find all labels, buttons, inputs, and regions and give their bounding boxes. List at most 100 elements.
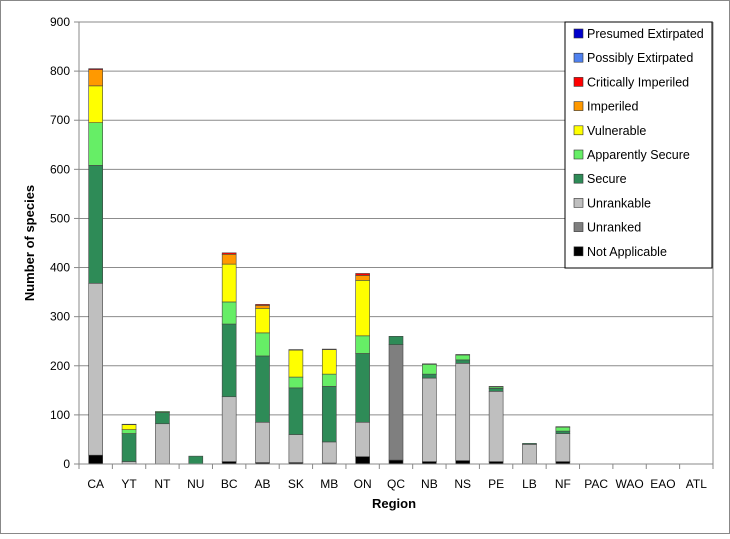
legend-entry: Not Applicable <box>587 245 667 259</box>
bar-segment <box>522 444 536 464</box>
legend-entry: Vulnerable <box>587 124 646 138</box>
x-tick-label: NU <box>187 477 204 491</box>
bar-segment <box>189 456 203 464</box>
y-axis-label: Number of species <box>22 185 37 301</box>
x-tick-label: YT <box>121 477 137 491</box>
x-tick-label: WAO <box>615 477 643 491</box>
legend-swatch <box>574 29 583 38</box>
legend-entry: Possibly Extirpated <box>587 51 693 65</box>
legend-swatch <box>574 174 583 183</box>
y-tick-label: 700 <box>50 113 70 127</box>
bar-segment <box>155 424 169 464</box>
bar-segment <box>422 364 436 374</box>
bar-segment <box>89 70 103 86</box>
bar-segment <box>89 86 103 123</box>
y-tick-label: 900 <box>50 15 70 29</box>
bar-segment <box>489 388 503 391</box>
legend-swatch <box>574 126 583 135</box>
x-tick-label: NB <box>421 477 438 491</box>
bar-segment <box>322 350 336 375</box>
legend-swatch <box>574 77 583 86</box>
x-tick-label: PAC <box>584 477 608 491</box>
bar-segment <box>222 253 236 254</box>
bar-segment <box>289 377 303 388</box>
legend-entry: Presumed Extirpated <box>587 27 704 41</box>
y-tick-label: 200 <box>50 359 70 373</box>
bar-segment <box>556 431 570 433</box>
x-tick-label: AB <box>255 477 271 491</box>
y-tick-label: 600 <box>50 162 70 176</box>
y-tick-label: 500 <box>50 211 70 225</box>
bar-segment <box>122 434 136 462</box>
bar-segment <box>356 457 370 464</box>
x-tick-label: NT <box>154 477 171 491</box>
bar-segment <box>122 425 136 430</box>
x-tick-label: QC <box>387 477 405 491</box>
bar-segment <box>456 360 470 363</box>
legend-swatch <box>574 53 583 62</box>
bar-segment <box>222 302 236 324</box>
bar-segment <box>556 427 570 431</box>
x-tick-label: PE <box>488 477 504 491</box>
bar-segment <box>322 374 336 386</box>
bar-segment <box>256 304 270 305</box>
bar-segment <box>322 442 336 463</box>
bar-segment <box>89 123 103 166</box>
bar-segment <box>155 411 169 412</box>
legend-swatch <box>574 102 583 111</box>
x-axis-label: Region <box>372 496 416 511</box>
bar-segment <box>222 397 236 462</box>
bar-segment <box>222 254 236 264</box>
bar-segment <box>256 422 270 462</box>
y-tick-label: 300 <box>50 310 70 324</box>
legend-entry: Critically Imperiled <box>587 75 689 89</box>
bar-segment <box>489 391 503 461</box>
x-tick-label: EAO <box>650 477 675 491</box>
bar-segment <box>222 324 236 397</box>
bar-segment <box>256 308 270 333</box>
x-tick-label: NS <box>454 477 471 491</box>
x-tick-label: MB <box>320 477 338 491</box>
bar-segment <box>356 275 370 280</box>
legend-entry: Imperiled <box>587 100 638 114</box>
bar-segment <box>389 460 403 464</box>
bar-segment <box>356 336 370 354</box>
x-tick-label: BC <box>221 477 238 491</box>
legend-entry: Secure <box>587 172 627 186</box>
bar-segment <box>422 378 436 461</box>
bar-segment <box>256 333 270 356</box>
bar-segment <box>289 350 303 377</box>
legend-entry: Apparently Secure <box>587 148 690 162</box>
bar-segment <box>89 69 103 70</box>
bar-segment <box>356 280 370 335</box>
x-tick-label: LB <box>522 477 537 491</box>
bar-segment <box>222 264 236 302</box>
bar-segment <box>356 354 370 423</box>
legend-entry: Unranked <box>587 221 641 235</box>
legend: Presumed Extirpated Possibly Extirpated Cr… <box>565 22 712 268</box>
bar-segment <box>89 455 103 464</box>
bar-segment <box>89 165 103 283</box>
legend-swatch <box>574 247 583 256</box>
legend-swatch <box>574 223 583 232</box>
bar-segment <box>322 386 336 441</box>
bar-segment <box>389 336 403 344</box>
y-tick-label: 100 <box>50 408 70 422</box>
bar-segment <box>522 443 536 444</box>
bar-segment <box>356 273 370 275</box>
bar-segment <box>556 434 570 462</box>
bar-segment <box>422 374 436 378</box>
x-tick-label: NF <box>555 477 571 491</box>
legend-entry: Unrankable <box>587 196 651 210</box>
x-tick-label: CA <box>87 477 104 491</box>
y-tick-label: 400 <box>50 261 70 275</box>
legend-swatch <box>574 198 583 207</box>
y-tick-label: 0 <box>63 457 70 471</box>
bar-segment <box>155 412 169 423</box>
bar-segment <box>456 461 470 464</box>
y-tick-label: 800 <box>50 64 70 78</box>
bar-segment <box>456 363 470 460</box>
bar-segment <box>89 283 103 455</box>
